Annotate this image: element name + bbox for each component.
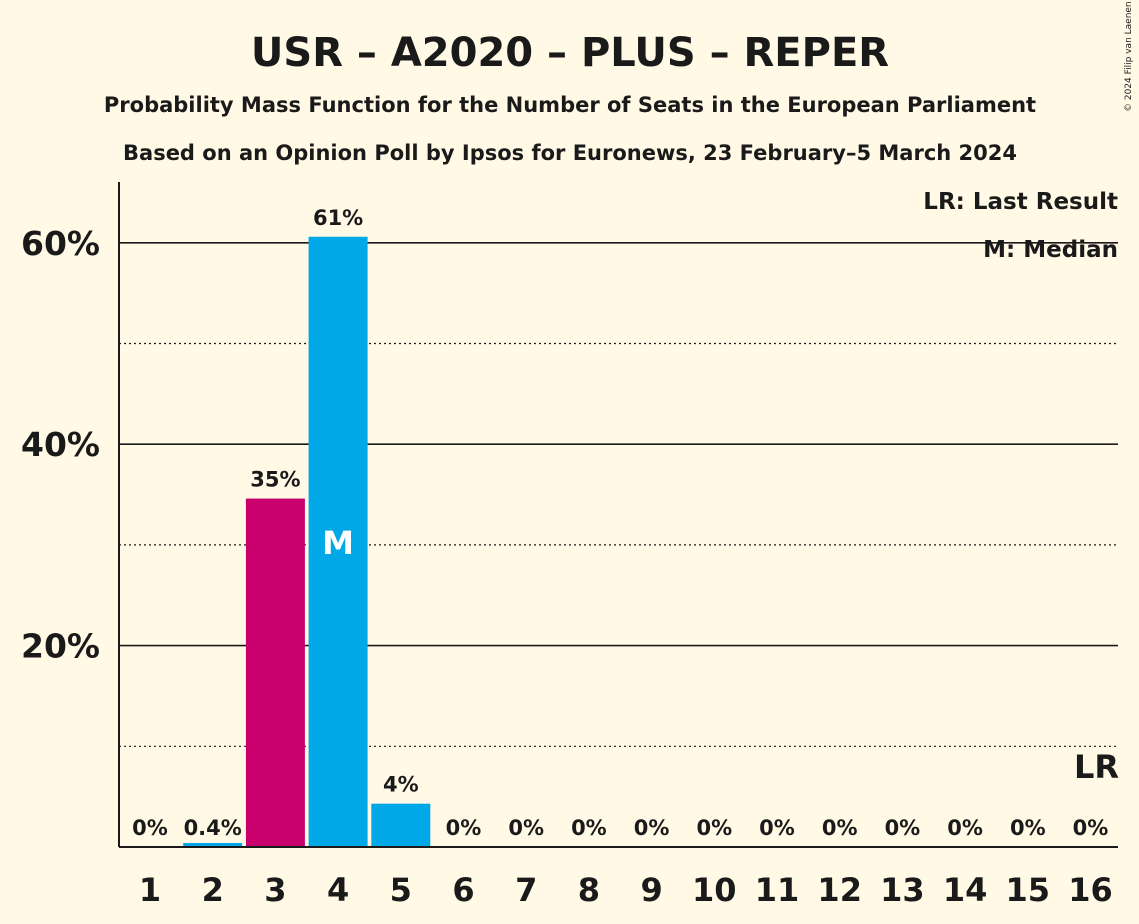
value-label: 0% (571, 816, 607, 840)
x-tick-label: 7 (515, 871, 537, 909)
x-tick-label: 14 (943, 871, 988, 909)
x-tick-label: 4 (327, 871, 349, 909)
x-tick-label: 9 (640, 871, 662, 909)
value-label-bg (761, 813, 793, 841)
x-tick-label: 13 (880, 871, 925, 909)
x-tick-label: 6 (452, 871, 474, 909)
value-labels: 0% 0.4% 35% 61% 4% 0% 0% 0% 0% 0% 0% 0% 0% 0% 0% 0% M LR (132, 202, 1119, 841)
y-tick-label: 60% (21, 224, 100, 263)
value-label-bg (134, 813, 166, 841)
axes: 20%40%60%1 2 3 4 5 6 7 8 9 10 11 12 13 14 15 16 (21, 182, 1118, 909)
bar-seat-5 (371, 803, 431, 847)
value-label-bg (823, 813, 856, 841)
x-tick-label: 11 (755, 871, 800, 909)
x-tick-label: 12 (817, 871, 862, 909)
value-label-bg (949, 813, 982, 841)
value-label-bg (1011, 813, 1044, 841)
value-label-bg (316, 202, 361, 231)
bar-seat-2 (183, 842, 243, 847)
value-label: 0% (1010, 816, 1046, 840)
x-tick-label: 3 (264, 871, 286, 909)
value-label-bg (635, 813, 668, 841)
value-label: 0% (822, 816, 858, 840)
value-label-bg (1074, 813, 1107, 841)
value-label: 0% (885, 816, 921, 840)
x-tick-label: 10 (692, 871, 737, 909)
value-label: 0% (446, 816, 482, 840)
x-tick-label: 2 (202, 871, 224, 909)
x-tick-label: 8 (578, 871, 600, 909)
chart-subtitle-source: Based on an Opinion Poll by Ipsos for Eu… (123, 141, 1017, 165)
copyright-text: © 2024 Filip van Laenen (1124, 1, 1134, 112)
value-label-bg (510, 813, 543, 841)
x-tick-label: 1 (139, 871, 161, 909)
legend-last-result: LR: Last Result (923, 189, 1118, 215)
value-label: 0% (759, 816, 795, 840)
value-label: 35% (250, 468, 300, 492)
x-tick-label: 5 (390, 871, 412, 909)
value-label: 0% (508, 816, 544, 840)
value-label-bg (886, 813, 919, 841)
value-label: 0.4% (184, 816, 242, 840)
value-label-bg (184, 813, 241, 841)
value-label-bg (447, 813, 480, 841)
y-tick-label: 40% (21, 425, 100, 464)
value-label: 0% (132, 816, 168, 840)
x-tick-label: 16 (1068, 871, 1113, 909)
value-label: 0% (634, 816, 670, 840)
bars (183, 236, 431, 847)
value-label: 4% (383, 773, 419, 797)
value-label: 0% (696, 816, 732, 840)
last-result-marker: LR (1074, 748, 1119, 786)
value-label-bg (253, 464, 298, 493)
value-label: 0% (947, 816, 983, 840)
legend-median: M: Median (983, 237, 1118, 263)
y-tick-label: 20% (21, 627, 100, 666)
value-label: 0% (1073, 816, 1109, 840)
value-label-bg (384, 769, 417, 798)
bar-seat-4 (308, 236, 368, 847)
value-label-bg (698, 813, 731, 841)
value-label-bg (572, 813, 605, 841)
bar-seat-3 (245, 498, 305, 847)
chart-title: USR – A2020 – PLUS – REPER (251, 30, 889, 76)
x-tick-label: 15 (1006, 871, 1051, 909)
chart-subtitle: Probability Mass Function for the Number… (104, 93, 1036, 117)
value-label: 61% (313, 206, 363, 230)
median-marker: M (322, 524, 354, 562)
